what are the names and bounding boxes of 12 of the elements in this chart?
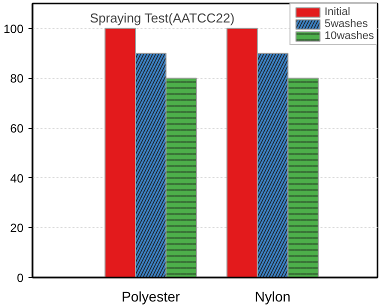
y-tick-label: 100 <box>3 22 24 36</box>
text: Spraying Test(AATCC22) <box>90 10 235 26</box>
x-tick-label: Nylon <box>254 288 291 304</box>
y-tick-label: 40 <box>10 171 24 186</box>
y-tick-label: 60 <box>10 122 24 136</box>
legend-label: Initial <box>324 6 350 18</box>
legend-label: 10washes <box>324 30 374 42</box>
y-tick-label: 0 <box>16 271 24 285</box>
y-tick-label: 20 <box>10 221 24 236</box>
x-tick-label: Polyester <box>122 288 180 304</box>
legend-label: 5washes <box>324 18 368 30</box>
y-tick-label: 80 <box>10 72 24 86</box>
